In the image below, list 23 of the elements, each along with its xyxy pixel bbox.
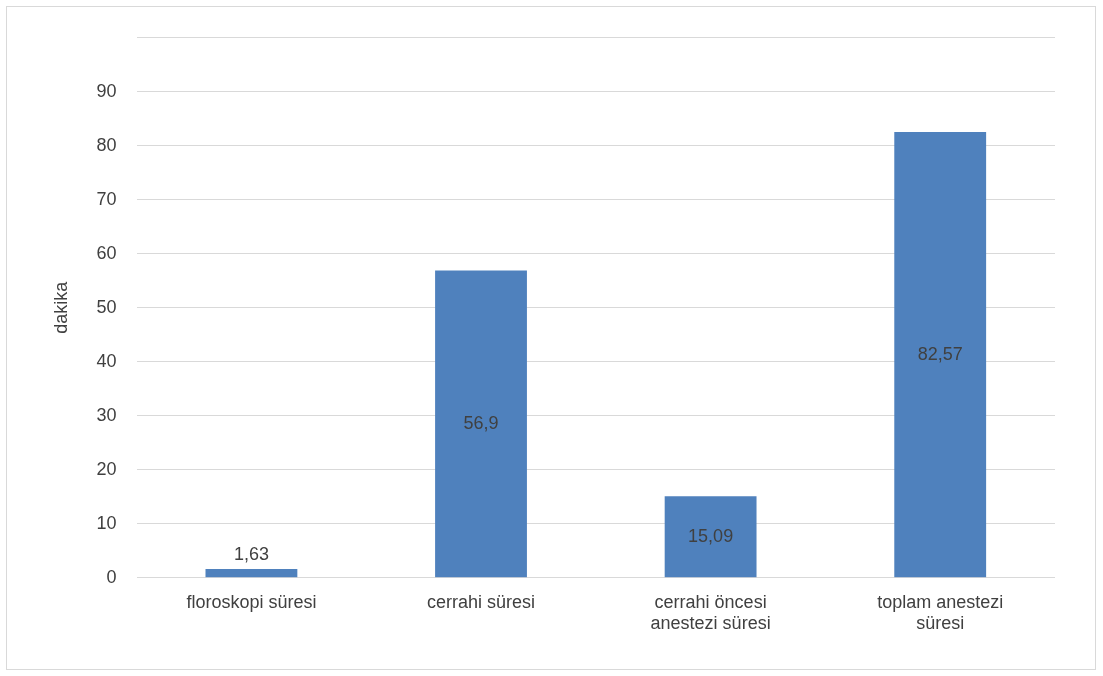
bar (894, 131, 987, 578)
y-tick-label: 30 (96, 404, 117, 425)
y-tick-label: 90 (96, 80, 117, 101)
y-axis-title: dakika (50, 280, 71, 334)
data-label: 1,63 (233, 543, 269, 564)
y-tick-label: 10 (96, 512, 117, 533)
x-tick-label: cerrahi öncesi anestezi süresi (650, 591, 771, 634)
bar (435, 270, 527, 578)
x-tick-label: floroskopi süresi (186, 591, 317, 612)
data-label: 82,57 (917, 343, 963, 364)
x-tick-label: cerrahi süresi (426, 591, 536, 612)
y-tick-label: 60 (96, 242, 117, 263)
x-tick-label: toplam anestezi süresi (877, 591, 1004, 634)
y-tick-label: 20 (96, 458, 117, 479)
y-tick-label: 80 (96, 134, 117, 155)
y-tick-label: 70 (96, 188, 117, 209)
bar (205, 569, 298, 578)
y-tick-label: 0 (106, 566, 117, 587)
y-tick-label: 50 (96, 296, 117, 317)
data-label: 56,9 (463, 412, 499, 433)
y-tick-label: 40 (96, 350, 117, 371)
data-label: 15,09 (688, 525, 734, 546)
bar (664, 496, 757, 578)
